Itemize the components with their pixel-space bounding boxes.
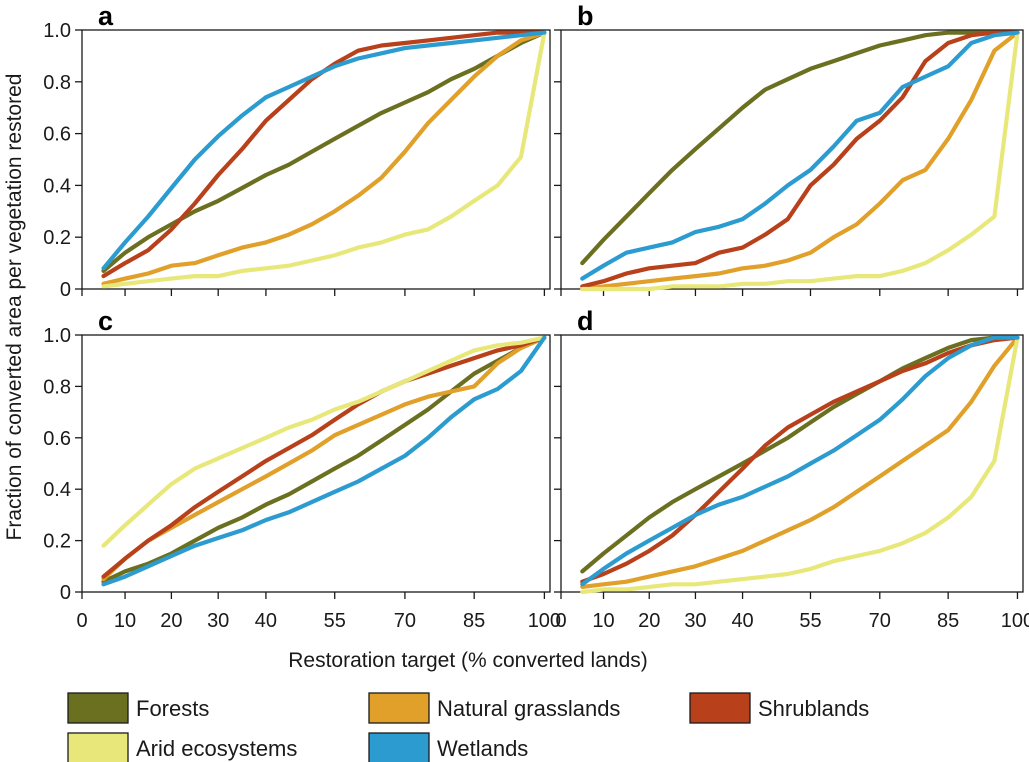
series-line-wetlands bbox=[101, 335, 547, 587]
legend-label: Natural grasslands bbox=[437, 696, 620, 721]
series-line-wetlands bbox=[580, 30, 1020, 281]
x-tick-label: 70 bbox=[869, 610, 891, 632]
y-tick-label: 0.2 bbox=[43, 531, 71, 553]
y-tick-label: 1.0 bbox=[43, 20, 71, 42]
panel-letter: a bbox=[98, 1, 114, 31]
panel-frame bbox=[560, 334, 1024, 593]
legend-swatch bbox=[689, 692, 751, 724]
series-line-shrublands bbox=[101, 335, 547, 579]
x-axis-title: Restoration target (% converted lands) bbox=[288, 649, 648, 672]
y-tick-label: 0 bbox=[60, 582, 71, 604]
series-line-natural-grasslands bbox=[101, 30, 547, 286]
y-tick-label: 0.4 bbox=[43, 175, 71, 197]
x-tick-label: 70 bbox=[394, 610, 416, 632]
series-line-forests bbox=[580, 335, 1020, 574]
series-line-natural-grasslands bbox=[580, 335, 1020, 589]
y-tick-label: 0 bbox=[60, 279, 71, 301]
x-tick-label: 30 bbox=[684, 610, 706, 632]
series-line-natural-grasslands bbox=[101, 335, 547, 582]
panel-letter: d bbox=[577, 306, 594, 336]
x-tick-label: 20 bbox=[160, 610, 182, 632]
legend-swatch bbox=[368, 692, 430, 724]
x-tick-label: 20 bbox=[638, 610, 660, 632]
x-tick-label: 85 bbox=[463, 610, 485, 632]
panel-letter: b bbox=[577, 1, 594, 31]
series-line-arid-ecosystems bbox=[580, 335, 1020, 595]
legend-item-wet: Wetlands bbox=[368, 732, 528, 762]
x-tick-label: 100 bbox=[1001, 610, 1029, 632]
y-tick-label: 0.8 bbox=[43, 72, 71, 94]
legend-item-grass: Natural grasslands bbox=[368, 692, 620, 724]
series-line-forests bbox=[101, 30, 547, 273]
legend-swatch bbox=[67, 732, 129, 762]
series-line-wetlands bbox=[580, 335, 1020, 587]
legend-label: Forests bbox=[136, 696, 209, 721]
y-tick-label: 0.8 bbox=[43, 376, 71, 398]
x-tick-label: 85 bbox=[937, 610, 959, 632]
panel-frame bbox=[81, 334, 551, 593]
panel-d: 0 10 20 30 40 55 70 85 100 d bbox=[554, 306, 1029, 632]
x-tick-label: 40 bbox=[255, 610, 277, 632]
x-tick-label: 30 bbox=[207, 610, 229, 632]
x-tick-label: 0 bbox=[76, 610, 87, 632]
x-tick-label: 55 bbox=[324, 610, 346, 632]
x-tick-label: 40 bbox=[731, 610, 753, 632]
y-tick-label: 0.2 bbox=[43, 227, 71, 249]
legend-label: Shrublands bbox=[758, 696, 869, 721]
panel-b: b bbox=[554, 1, 1024, 296]
series-line-arid-ecosystems bbox=[101, 30, 547, 289]
x-tick-label: 10 bbox=[114, 610, 136, 632]
y-tick-label: 0.6 bbox=[43, 428, 71, 450]
x-tick-label: 0 bbox=[555, 610, 566, 632]
y-tick-label: 0.4 bbox=[43, 479, 71, 501]
legend-swatch bbox=[67, 692, 129, 724]
y-tick-label: 0.6 bbox=[43, 124, 71, 146]
legend-label: Arid ecosystems bbox=[136, 736, 297, 761]
legend-item-forests: Forests bbox=[67, 692, 209, 724]
series-line-shrublands bbox=[580, 335, 1020, 584]
x-tick-label: 55 bbox=[799, 610, 821, 632]
legend: Forests Natural grasslands Shrublands Arid … bbox=[67, 692, 869, 762]
legend-label: Wetlands bbox=[437, 736, 528, 761]
panel-frame bbox=[81, 29, 551, 290]
x-tick-label: 10 bbox=[592, 610, 614, 632]
panel-c: 0 0.2 0.4 0.6 0.8 1.0 0 10 20 30 40 55 70 85 100 c bbox=[43, 306, 561, 632]
panel-a: 0 0.2 0.4 0.6 0.8 1.0 a bbox=[43, 1, 551, 301]
series-line-forests bbox=[101, 335, 547, 584]
panel-letter: c bbox=[98, 306, 113, 336]
series-line-shrublands bbox=[580, 30, 1020, 289]
x-tick-label: 100 bbox=[528, 610, 561, 632]
legend-item-shrub: Shrublands bbox=[689, 692, 869, 724]
y-axis-title: Fraction of converted area per vegetatio… bbox=[3, 74, 26, 541]
series-line-natural-grasslands bbox=[580, 30, 1020, 292]
chart-panels: 0 0.2 0.4 0.6 0.8 1.0 a b 0 0.2 0.4 0.6 0.8 1.0 0 10 20 3… bbox=[43, 1, 1029, 632]
panel-frame bbox=[560, 29, 1024, 290]
y-tick-label: 1.0 bbox=[43, 325, 71, 347]
series-line-forests bbox=[580, 30, 1020, 266]
series-line-arid-ecosystems bbox=[101, 335, 547, 548]
legend-item-arid: Arid ecosystems bbox=[67, 732, 297, 762]
legend-swatch bbox=[368, 732, 430, 762]
series-line-arid-ecosystems bbox=[580, 30, 1020, 292]
series-line-wetlands bbox=[101, 30, 547, 271]
